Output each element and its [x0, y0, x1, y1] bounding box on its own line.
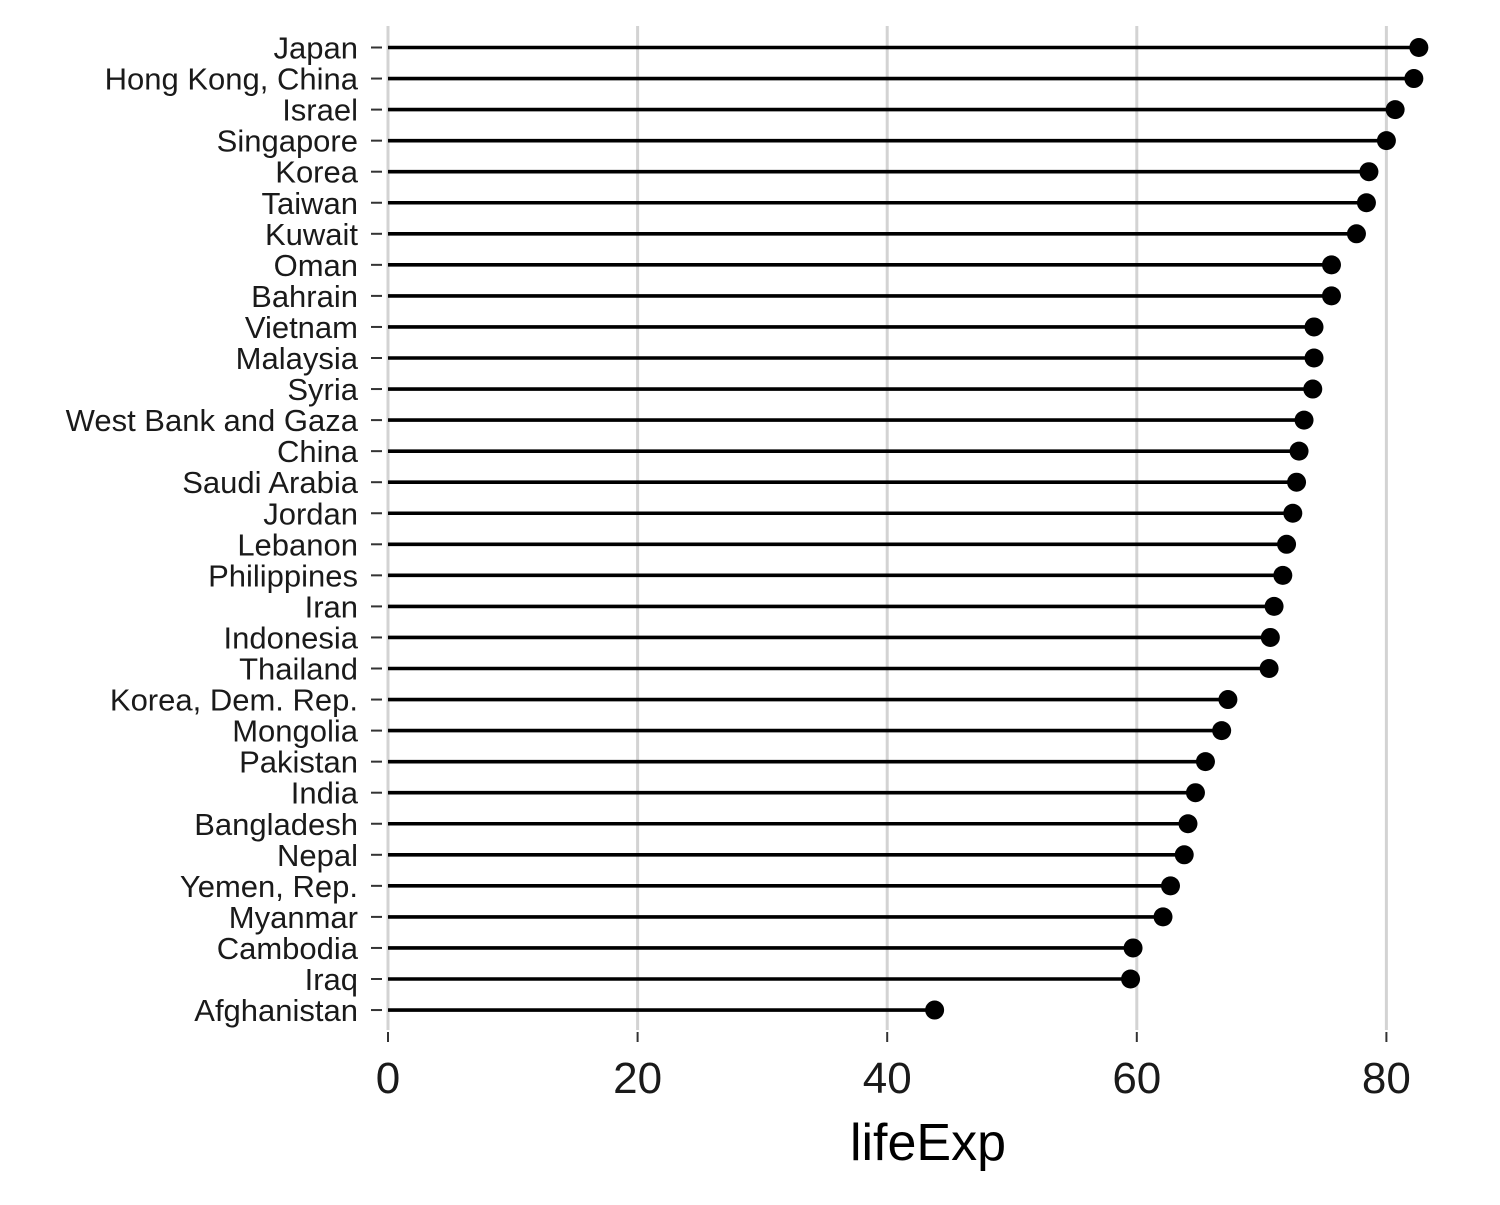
- lollipop-point: [1385, 100, 1405, 120]
- lollipop-point: [1273, 565, 1293, 585]
- y-tick-label: Israel: [282, 93, 358, 128]
- lollipop-point: [1277, 534, 1297, 554]
- lollipop-point: [1289, 441, 1309, 461]
- lollipop-point: [1283, 503, 1303, 523]
- y-tick-label: Thailand: [239, 652, 358, 687]
- y-tick-label: Oman: [274, 248, 358, 283]
- x-axis: 0 20 40 60 80: [376, 1032, 1411, 1103]
- lollipop-point: [1178, 814, 1198, 834]
- y-tick-label: Nepal: [277, 838, 358, 873]
- y-tick-label: Bangladesh: [194, 807, 358, 842]
- y-tick-label: Pakistan: [239, 745, 358, 780]
- x-axis-title: lifeExp: [850, 1114, 1006, 1172]
- y-tick-label: Afghanistan: [194, 993, 358, 1028]
- lollipop-point: [1304, 348, 1324, 368]
- lollipop-point: [1153, 907, 1173, 927]
- y-tick-label: Singapore: [217, 124, 358, 159]
- lollipop-point: [1304, 317, 1324, 337]
- lollipop-point: [1185, 783, 1205, 803]
- y-tick-label: Hong Kong, China: [105, 62, 359, 97]
- y-tick-label: Lebanon: [237, 527, 358, 562]
- lollipop-point: [1359, 162, 1379, 182]
- lollipop-point: [1195, 752, 1215, 772]
- lollipop-point: [1218, 690, 1238, 710]
- lollipop-point: [1287, 472, 1307, 492]
- y-tick-label: Bahrain: [251, 279, 358, 314]
- y-tick-label: Iraq: [305, 962, 358, 997]
- y-tick-label: Philippines: [208, 558, 358, 593]
- y-tick-label: Vietnam: [245, 310, 358, 345]
- lollipop-point: [1376, 131, 1396, 151]
- lollipop-point: [1174, 845, 1194, 865]
- x-tick-label: 60: [1112, 1054, 1161, 1103]
- grid-lines: [386, 26, 1388, 1030]
- lollipop-point: [1409, 38, 1429, 57]
- lollipop-point: [1303, 379, 1323, 399]
- y-tick-label: Cambodia: [217, 931, 359, 966]
- y-tick-label: Myanmar: [229, 900, 358, 935]
- y-tick-label: Jordan: [263, 496, 358, 531]
- lollipop-point: [1123, 938, 1143, 958]
- lollipop-point: [925, 1000, 945, 1020]
- lollipop-point: [1346, 224, 1366, 244]
- y-tick-label: Yemen, Rep.: [180, 869, 358, 904]
- x-tick-label: 40: [863, 1054, 912, 1103]
- lollipop-point: [1264, 596, 1284, 616]
- y-tick-label: Japan: [274, 31, 358, 66]
- x-tick-label: 0: [376, 1054, 400, 1103]
- lollipop-point: [1260, 627, 1280, 647]
- y-tick-label: Syria: [287, 372, 358, 407]
- y-tick-label: Iran: [305, 589, 358, 624]
- y-tick-label: Taiwan: [262, 186, 359, 221]
- y-tick-label: China: [277, 434, 359, 469]
- x-tick-label: 80: [1362, 1054, 1411, 1103]
- y-tick-label: Indonesia: [224, 620, 359, 655]
- lollipop-point: [1121, 969, 1141, 989]
- lollipop-point: [1212, 721, 1232, 741]
- y-tick-label: Saudi Arabia: [182, 465, 359, 500]
- y-tick-label: Mongolia: [232, 714, 359, 749]
- lollipop-point: [1321, 255, 1341, 275]
- y-tick-label: India: [291, 776, 359, 811]
- lollipop-point: [1160, 876, 1180, 896]
- lollipop-points: [925, 38, 1429, 1020]
- y-tick-label: Korea, Dem. Rep.: [110, 683, 358, 718]
- y-tick-label: West Bank and Gaza: [66, 403, 359, 438]
- lollipop-point: [1259, 659, 1279, 678]
- lollipop-point: [1321, 286, 1341, 306]
- y-tick-label: Kuwait: [265, 217, 358, 252]
- lollipop-stems: [388, 45, 1419, 1012]
- lollipop-point: [1404, 69, 1424, 89]
- lollipop-point: [1356, 193, 1376, 213]
- lollipop-point: [1294, 410, 1314, 430]
- y-tick-label: Malaysia: [236, 341, 359, 376]
- y-tick-label: Korea: [275, 155, 358, 190]
- x-tick-label: 20: [613, 1054, 662, 1103]
